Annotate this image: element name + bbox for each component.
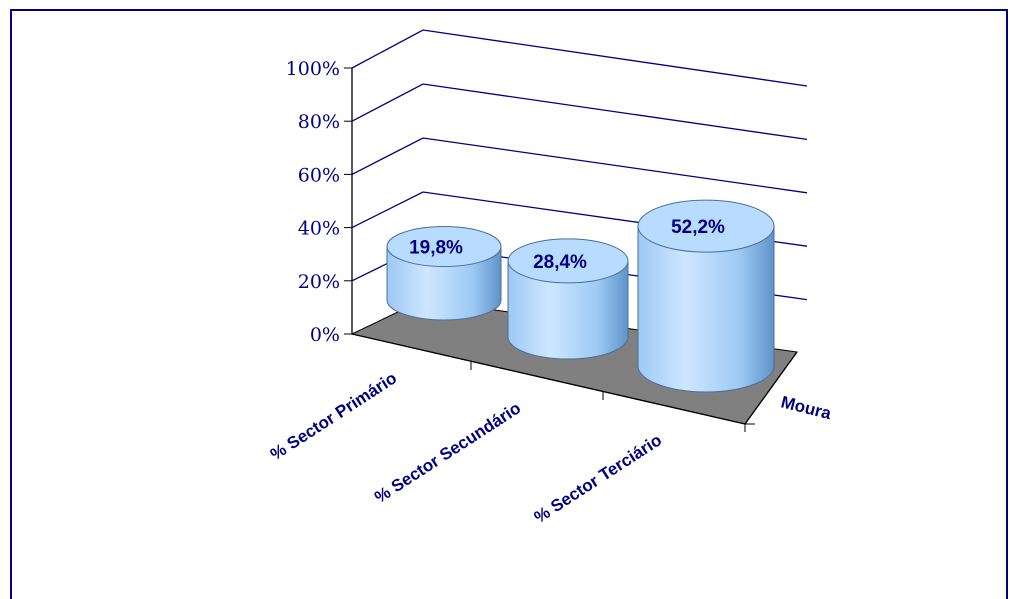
bar-cylinder (637, 225, 775, 393)
series-label: Moura (779, 392, 834, 423)
y-tick-label: 60% (298, 164, 340, 186)
data-label: 19,8% (409, 238, 463, 259)
bar-top (637, 199, 775, 253)
data-label: 52,2% (671, 217, 725, 238)
gridline (351, 83, 808, 141)
bar-cylinder (386, 246, 502, 321)
data-label: 28,4% (533, 252, 587, 273)
y-tick-label: 40% (298, 218, 340, 240)
category-label: % Sector Terciário (531, 430, 665, 527)
gridline (351, 137, 808, 194)
gridline (351, 29, 808, 87)
bar-top (386, 226, 502, 268)
bar-cylinder (507, 260, 629, 360)
y-tick-label: 0% (310, 324, 340, 346)
category-label: % Sector Secundário (371, 398, 524, 507)
y-tick-label: 100% (286, 58, 340, 80)
y-tick-label: 80% (298, 111, 340, 133)
bar-top (507, 238, 629, 284)
z-axis-line (744, 351, 798, 425)
category-label: % Sector Primário (267, 368, 400, 464)
chart-border (10, 9, 1008, 599)
y-tick-label: 20% (298, 271, 340, 293)
x-axis-line (351, 333, 746, 425)
